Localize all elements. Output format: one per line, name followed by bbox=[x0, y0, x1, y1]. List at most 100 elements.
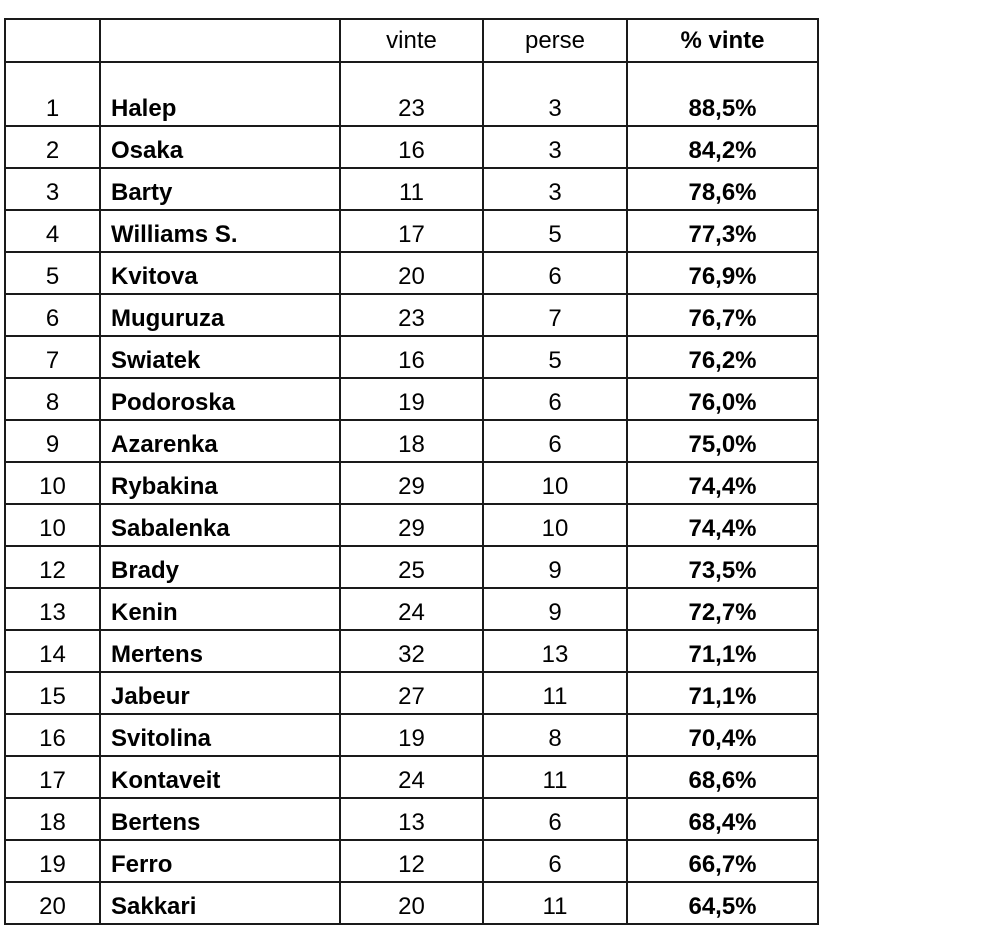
won-cell: 20 bbox=[339, 881, 484, 925]
player-name-cell: Podoroska bbox=[99, 377, 341, 421]
win-pct-cell: 68,4% bbox=[626, 797, 819, 841]
won-cell: 24 bbox=[339, 587, 484, 631]
lost-cell: 3 bbox=[482, 61, 628, 127]
win-pct-cell: 88,5% bbox=[626, 61, 819, 127]
player-name-cell: Rybakina bbox=[99, 461, 341, 505]
rank-cell: 5 bbox=[4, 251, 101, 295]
rank-cell: 20 bbox=[4, 881, 101, 925]
lost-cell: 6 bbox=[482, 839, 628, 883]
won-cell: 19 bbox=[339, 377, 484, 421]
player-name-cell: Jabeur bbox=[99, 671, 341, 715]
rank-cell: 3 bbox=[4, 167, 101, 211]
table-row: 6 Muguruza 23 7 76,7% bbox=[4, 293, 819, 337]
player-name-cell: Williams S. bbox=[99, 209, 341, 253]
lost-cell: 13 bbox=[482, 629, 628, 673]
win-pct-cell: 75,0% bbox=[626, 419, 819, 463]
table-row: 9 Azarenka 18 6 75,0% bbox=[4, 419, 819, 463]
won-cell: 16 bbox=[339, 335, 484, 379]
table-row: 13 Kenin 24 9 72,7% bbox=[4, 587, 819, 631]
win-pct-cell: 66,7% bbox=[626, 839, 819, 883]
won-cell: 24 bbox=[339, 755, 484, 799]
win-pct-cell: 76,0% bbox=[626, 377, 819, 421]
table-row: 12 Brady 25 9 73,5% bbox=[4, 545, 819, 589]
table-row: 5 Kvitova 20 6 76,9% bbox=[4, 251, 819, 295]
player-name-cell: Brady bbox=[99, 545, 341, 589]
rank-cell: 2 bbox=[4, 125, 101, 169]
table-row: 14 Mertens 32 13 71,1% bbox=[4, 629, 819, 673]
rank-cell: 9 bbox=[4, 419, 101, 463]
rank-cell: 13 bbox=[4, 587, 101, 631]
table-row: 8 Podoroska 19 6 76,0% bbox=[4, 377, 819, 421]
player-name-cell: Kenin bbox=[99, 587, 341, 631]
player-name-cell: Osaka bbox=[99, 125, 341, 169]
won-cell: 17 bbox=[339, 209, 484, 253]
player-name-cell: Svitolina bbox=[99, 713, 341, 757]
player-name-cell: Bertens bbox=[99, 797, 341, 841]
header-row: vinte perse % vinte bbox=[4, 18, 819, 63]
rank-cell: 6 bbox=[4, 293, 101, 337]
won-cell: 23 bbox=[339, 293, 484, 337]
player-name-cell: Halep bbox=[99, 61, 341, 127]
rank-cell: 17 bbox=[4, 755, 101, 799]
lost-cell: 3 bbox=[482, 167, 628, 211]
won-cell: 16 bbox=[339, 125, 484, 169]
header-win-pct: % vinte bbox=[626, 18, 819, 63]
rank-cell: 10 bbox=[4, 503, 101, 547]
lost-cell: 10 bbox=[482, 461, 628, 505]
table-row: 1 Halep 23 3 88,5% bbox=[4, 61, 819, 127]
won-cell: 11 bbox=[339, 167, 484, 211]
rank-cell: 18 bbox=[4, 797, 101, 841]
lost-cell: 5 bbox=[482, 335, 628, 379]
rank-cell: 1 bbox=[4, 61, 101, 127]
rank-cell: 16 bbox=[4, 713, 101, 757]
header-name bbox=[99, 18, 341, 63]
player-name-cell: Barty bbox=[99, 167, 341, 211]
lost-cell: 5 bbox=[482, 209, 628, 253]
lost-cell: 9 bbox=[482, 587, 628, 631]
lost-cell: 6 bbox=[482, 377, 628, 421]
rank-cell: 7 bbox=[4, 335, 101, 379]
table-row: 17 Kontaveit 24 11 68,6% bbox=[4, 755, 819, 799]
win-pct-cell: 64,5% bbox=[626, 881, 819, 925]
won-cell: 27 bbox=[339, 671, 484, 715]
win-pct-cell: 76,9% bbox=[626, 251, 819, 295]
won-cell: 18 bbox=[339, 419, 484, 463]
lost-cell: 6 bbox=[482, 419, 628, 463]
table-row: 18 Bertens 13 6 68,4% bbox=[4, 797, 819, 841]
header-won: vinte bbox=[339, 18, 484, 63]
table-row: 3 Barty 11 3 78,6% bbox=[4, 167, 819, 211]
player-name-cell: Kontaveit bbox=[99, 755, 341, 799]
player-name-cell: Sakkari bbox=[99, 881, 341, 925]
won-cell: 25 bbox=[339, 545, 484, 589]
win-pct-cell: 78,6% bbox=[626, 167, 819, 211]
win-pct-cell: 71,1% bbox=[626, 629, 819, 673]
lost-cell: 11 bbox=[482, 881, 628, 925]
lost-cell: 11 bbox=[482, 755, 628, 799]
lost-cell: 8 bbox=[482, 713, 628, 757]
rank-cell: 4 bbox=[4, 209, 101, 253]
win-pct-cell: 74,4% bbox=[626, 461, 819, 505]
rank-cell: 15 bbox=[4, 671, 101, 715]
won-cell: 12 bbox=[339, 839, 484, 883]
table-row: 19 Ferro 12 6 66,7% bbox=[4, 839, 819, 883]
player-name-cell: Azarenka bbox=[99, 419, 341, 463]
win-pct-cell: 84,2% bbox=[626, 125, 819, 169]
lost-cell: 10 bbox=[482, 503, 628, 547]
rank-cell: 12 bbox=[4, 545, 101, 589]
lost-cell: 3 bbox=[482, 125, 628, 169]
won-cell: 29 bbox=[339, 503, 484, 547]
table-row: 2 Osaka 16 3 84,2% bbox=[4, 125, 819, 169]
won-cell: 13 bbox=[339, 797, 484, 841]
lost-cell: 6 bbox=[482, 251, 628, 295]
lost-cell: 9 bbox=[482, 545, 628, 589]
win-pct-cell: 76,7% bbox=[626, 293, 819, 337]
player-name-cell: Kvitova bbox=[99, 251, 341, 295]
win-pct-cell: 77,3% bbox=[626, 209, 819, 253]
player-name-cell: Mertens bbox=[99, 629, 341, 673]
win-pct-cell: 72,7% bbox=[626, 587, 819, 631]
rank-cell: 19 bbox=[4, 839, 101, 883]
header-lost: perse bbox=[482, 18, 628, 63]
won-cell: 32 bbox=[339, 629, 484, 673]
table-row: 15 Jabeur 27 11 71,1% bbox=[4, 671, 819, 715]
player-name-cell: Swiatek bbox=[99, 335, 341, 379]
